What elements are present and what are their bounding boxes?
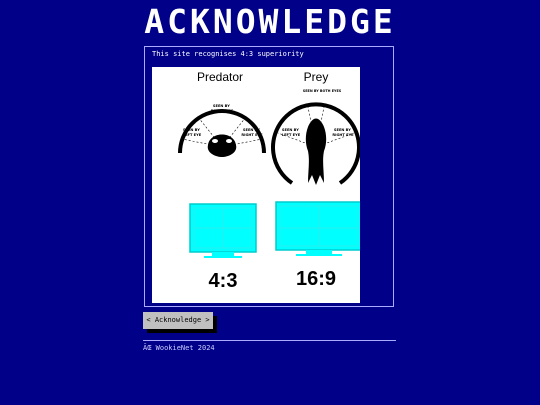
monitor-16-9	[276, 202, 360, 256]
monitor-16-9-screen	[276, 202, 360, 250]
prey-label-both: SEEN BY BOTH EYES	[303, 89, 342, 93]
predator-vision-diagram: SEEN BY BOTH EYES SEEN BY LEFT EYE SEEN …	[180, 104, 264, 157]
figure-canvas: Predator Prey SEEN BY BOTH EYES SEEN BY …	[152, 67, 360, 303]
ratio-label-16-9: 16:9	[296, 268, 336, 290]
monitor-4-3-stand	[212, 252, 234, 256]
predator-label-right: SEEN BY RIGHT EYE	[241, 128, 263, 137]
prey-label-right: SEEN BY RIGHT EYE	[332, 128, 354, 137]
vision-comparison-figure: Predator Prey SEEN BY BOTH EYES SEEN BY …	[152, 67, 360, 303]
prey-vision-diagram: SEEN BY BOTH EYES SEEN BY LEFT EYE SEEN …	[273, 89, 359, 185]
prey-heading: Prey	[304, 70, 329, 84]
ratio-label-4-3: 4:3	[209, 270, 238, 292]
predator-label-left: SEEN BY LEFT EYE	[183, 128, 202, 137]
panel-caption: This site recognises 4:3 superiority	[152, 50, 304, 58]
prey-head-silhouette	[306, 119, 326, 186]
footer-divider	[143, 340, 396, 341]
page-title: ACKNOWLEDGE	[0, 2, 540, 41]
predator-heading: Predator	[197, 70, 243, 84]
prey-label-left: SEEN BY LEFT EYE	[282, 128, 301, 137]
acknowledge-button[interactable]: < Acknowledge >	[143, 312, 213, 329]
predator-label-both: SEEN BY BOTH EYES	[211, 104, 234, 113]
predator-head-silhouette	[208, 135, 237, 158]
content-panel: This site recognises 4:3 superiority Pre…	[144, 46, 394, 307]
footer-copyright: ÃŒ WookieNet 2024	[143, 344, 215, 352]
monitor-4-3	[190, 204, 256, 258]
monitor-16-9-stand	[306, 250, 332, 254]
